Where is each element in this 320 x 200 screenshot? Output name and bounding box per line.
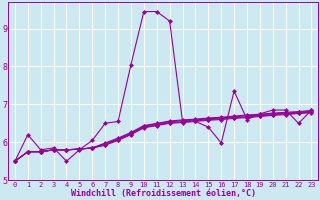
X-axis label: Windchill (Refroidissement éolien,°C): Windchill (Refroidissement éolien,°C) [71,189,256,198]
